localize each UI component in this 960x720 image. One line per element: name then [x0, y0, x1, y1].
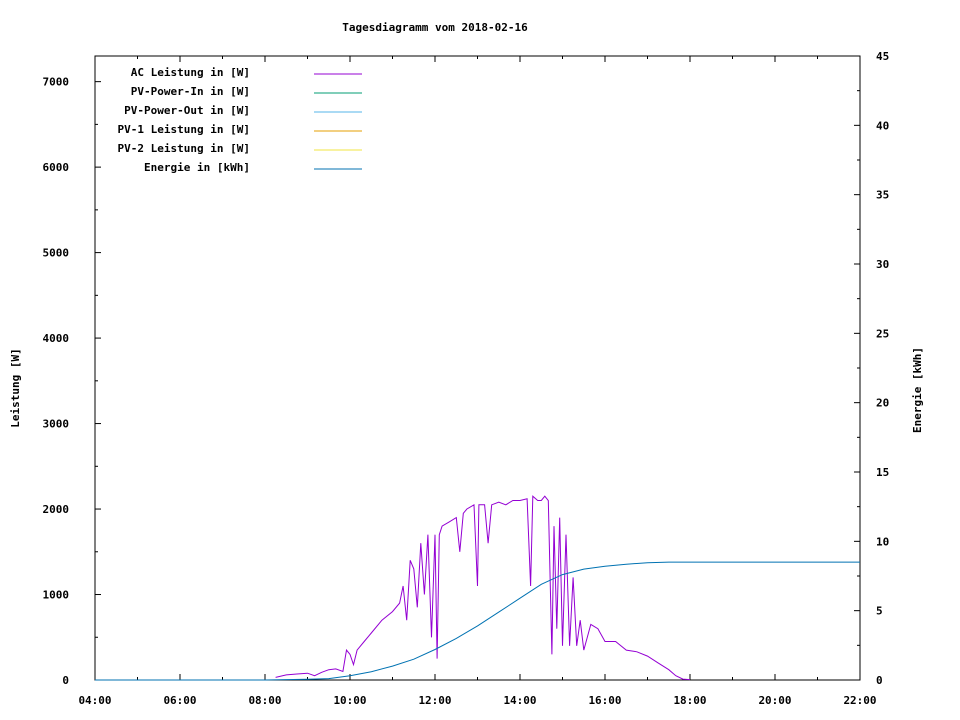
- y-tick-label: 4000: [43, 332, 70, 345]
- x-tick-label: 14:00: [503, 694, 536, 707]
- y-axis-right: 0 5 10 15 20 25 30 35 40 45: [854, 50, 889, 687]
- series-line-5: [95, 561, 860, 681]
- series-line-0: [275, 495, 691, 681]
- legend-label: PV-1 Leistung in [W]: [118, 123, 250, 136]
- y-tick-label: 0: [62, 674, 69, 687]
- y2-tick-label: 35: [876, 189, 889, 202]
- x-tick-label: 20:00: [758, 694, 791, 707]
- y-tick-label: 1000: [43, 589, 70, 602]
- y-axis-left: 0 1000 2000 3000 4000 5000 6000 7000: [43, 76, 101, 687]
- legend-label: PV-Power-In in [W]: [131, 85, 250, 98]
- y2-tick-label: 5: [876, 605, 883, 618]
- y2-tick-label: 40: [876, 119, 889, 132]
- y-tick-label: 5000: [43, 247, 70, 260]
- y-tick-label: 2000: [43, 503, 70, 516]
- series-group: [95, 495, 860, 681]
- y2-tick-label: 20: [876, 397, 889, 410]
- x-tick-label: 18:00: [673, 694, 706, 707]
- x-tick-label: 16:00: [588, 694, 621, 707]
- y2-tick-label: 0: [876, 674, 883, 687]
- x-tick-label: 22:00: [843, 694, 876, 707]
- y2-tick-label: 15: [876, 466, 889, 479]
- x-axis: 04:00 06:00 08:00 10:00 12:00 14:00 16:00 18:00…: [78, 56, 877, 707]
- x-tick-label: 06:00: [163, 694, 196, 707]
- x-tick-label: 04:00: [78, 694, 111, 707]
- x-tick-label: 10:00: [333, 694, 366, 707]
- legend-label: AC Leistung in [W]: [131, 66, 250, 79]
- x-tick-label: 08:00: [248, 694, 281, 707]
- y2-tick-label: 30: [876, 258, 889, 271]
- legend-label: PV-2 Leistung in [W]: [118, 142, 250, 155]
- y-tick-label: 6000: [43, 161, 70, 174]
- chart-title: Tagesdiagramm vom 2018-02-16: [342, 21, 528, 34]
- legend: AC Leistung in [W] PV-Power-In in [W] PV-P…: [118, 66, 362, 174]
- y-tick-label: 7000: [43, 76, 70, 89]
- x-tick-label: 12:00: [418, 694, 451, 707]
- y2-axis-label: Energie [kWh]: [911, 347, 924, 433]
- y-axis-label: Leistung [W]: [9, 348, 22, 427]
- legend-label: PV-Power-Out in [W]: [124, 104, 250, 117]
- legend-label: Energie in [kWh]: [144, 161, 250, 174]
- y-tick-label: 3000: [43, 418, 70, 431]
- y2-tick-label: 25: [876, 327, 889, 340]
- y2-tick-label: 10: [876, 535, 889, 548]
- y2-tick-label: 45: [876, 50, 889, 63]
